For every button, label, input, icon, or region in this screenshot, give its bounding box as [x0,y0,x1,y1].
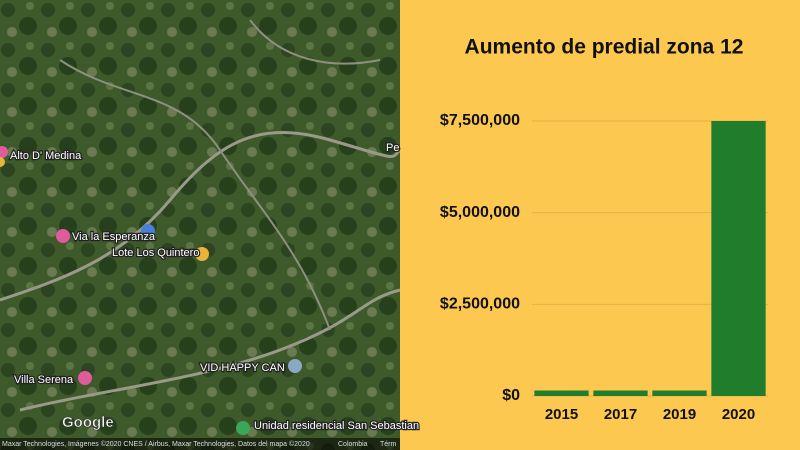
satellite-map [0,0,402,450]
y-tick-label: $7,500,000 [440,112,520,129]
bar [593,390,648,396]
x-tick-label: 2015 [545,406,578,423]
x-tick-label: 2017 [604,406,637,423]
bar [711,121,766,396]
map-label: Lote Los Quintero [112,247,199,259]
map-label: Via la Esperanza [72,231,156,243]
y-tick-label: $2,500,000 [440,296,520,313]
map-country: Colombia [338,441,368,448]
y-tick-label: $5,000,000 [440,204,520,221]
map-label: Unidad residencial San Sebastian [254,420,419,432]
map-attribution: Maxar Technologies, Imágenes ©2020 CNES … [2,440,310,448]
map-label: Alto D' Medina [10,150,82,162]
x-tick-label: 2019 [663,406,696,423]
map-label: Pe [386,142,399,154]
map-label: VID HAPPY CAN [200,362,285,374]
x-tick-label: 2020 [722,406,755,423]
y-tick-label: $0 [502,387,520,404]
bar [534,390,589,396]
map-label: Villa Serena [14,374,74,386]
map-terms: Térm [380,441,397,448]
chart-title: Aumento de predial zona 12 [465,36,744,59]
map-logo: Google [62,414,114,431]
bar [652,390,707,396]
